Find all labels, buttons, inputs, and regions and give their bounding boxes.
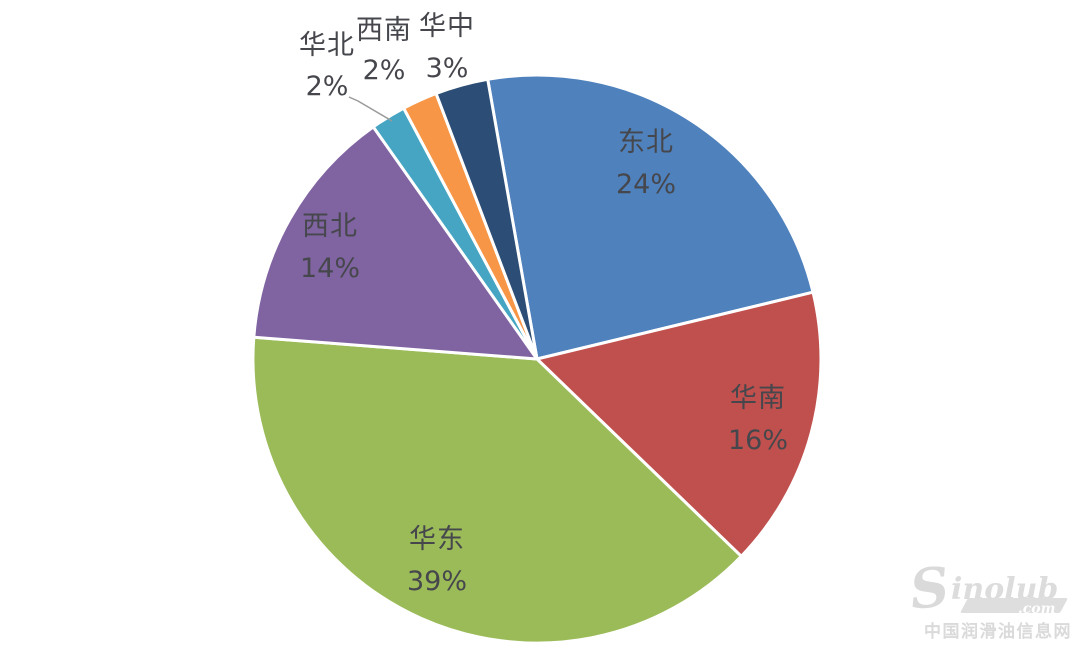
pie-label-north-china-name: 华北	[299, 30, 355, 61]
pie-label-south-china: 华南 16%	[728, 378, 788, 462]
pie-label-northeast-pct: 24%	[615, 169, 677, 200]
pie-label-northwest-pct: 14%	[299, 253, 361, 284]
pie-label-east-china-pct: 39%	[406, 566, 468, 597]
pie-label-southwest-pct: 2%	[362, 55, 406, 86]
pie-label-east-china-name: 华东	[408, 524, 465, 555]
leader-line-north-china	[348, 96, 393, 122]
pie-label-southwest-name: 西南	[356, 15, 412, 46]
pie-label-north-china-pct: 2%	[305, 71, 349, 102]
watermark-caption: 中国润滑油信息网	[924, 622, 1072, 642]
pie-slice-central-china	[434, 77, 539, 361]
pie-label-central-china: 华中 3%	[419, 6, 475, 90]
pie-slice-northeast	[486, 73, 815, 361]
pie-label-southwest: 西南 2%	[356, 11, 412, 91]
pie-slice-south-china	[535, 290, 823, 558]
watermark-logo: Sinolub .com 中国润滑油信息网	[902, 554, 1072, 642]
pie-label-northwest-name: 西北	[301, 211, 358, 242]
pie-slice-northwest	[252, 125, 539, 361]
pie-label-north-china: 华北 2%	[299, 25, 355, 107]
pie-label-south-china-name: 华南	[729, 383, 786, 414]
pie-slice-east-china	[251, 335, 743, 645]
watermark-swoosh: .com	[960, 598, 1068, 617]
pie-label-south-china-pct: 16%	[727, 425, 789, 456]
watermark-logo-domain: .com	[1018, 601, 1056, 617]
pie-label-northeast: 东北 24%	[616, 122, 676, 206]
pie-label-central-china-name: 华中	[419, 11, 475, 42]
pie-label-central-china-pct: 3%	[425, 53, 469, 84]
pie-label-east-china: 华东 39%	[407, 519, 467, 603]
pie-slices-group	[251, 73, 823, 645]
pie-label-northwest: 西北 14%	[300, 206, 360, 290]
watermark-logo-initial: S	[906, 554, 953, 622]
pie-label-northeast-name: 东北	[617, 127, 674, 158]
